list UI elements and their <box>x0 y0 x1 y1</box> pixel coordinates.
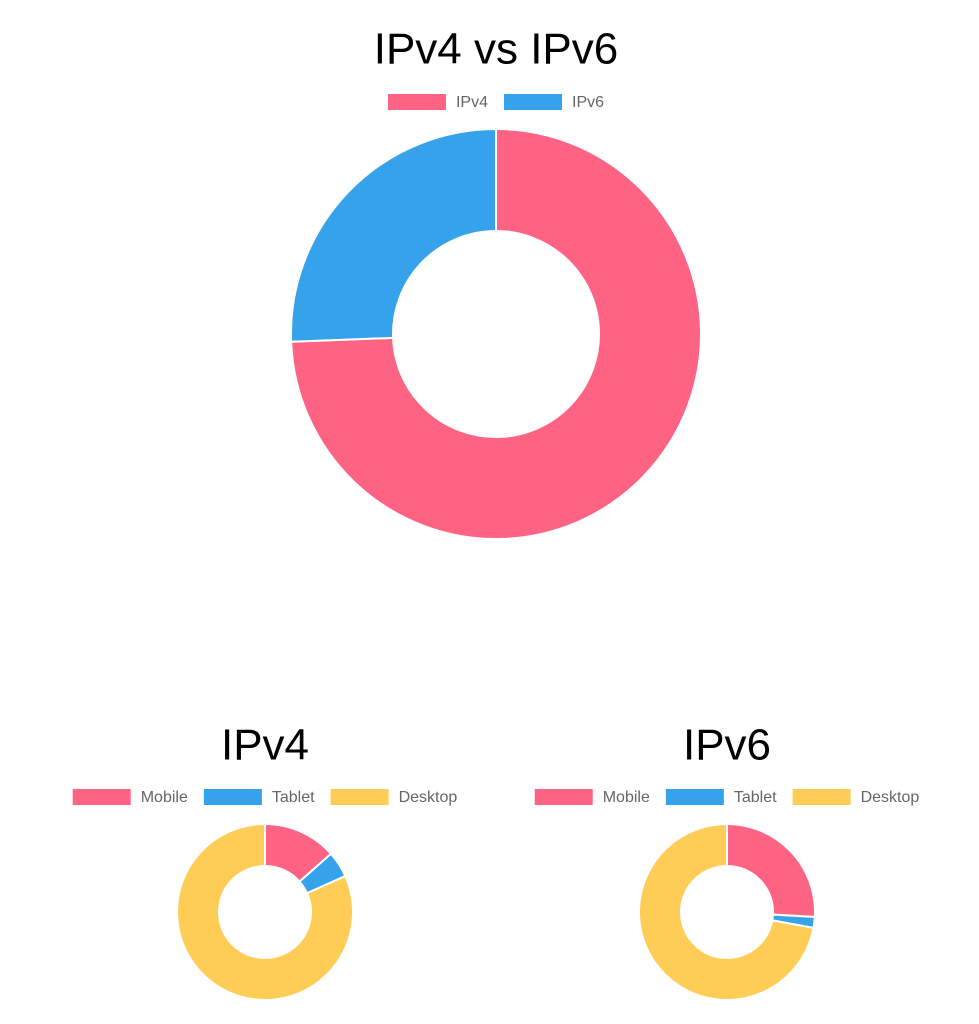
doughnut-slice <box>176 822 354 1001</box>
legend-swatch <box>792 789 851 805</box>
legend: Mobile Tablet Desktop <box>534 789 920 806</box>
doughnut-slice <box>726 822 816 919</box>
legend-swatch <box>203 789 262 805</box>
chart-title: IPv6 <box>683 721 771 770</box>
doughnut-slice <box>638 822 815 1001</box>
legend-swatch <box>504 94 562 110</box>
legend-label: Tablet <box>734 789 777 806</box>
chart-title: IPv4 vs IPv6 <box>374 25 619 74</box>
legend: IPv4 IPv6 <box>387 94 604 111</box>
legend-swatch <box>330 789 389 805</box>
legend-label: IPv4 <box>456 94 488 111</box>
legend-swatch <box>387 94 446 110</box>
legend-swatch <box>534 789 593 805</box>
legend-swatch <box>665 789 724 805</box>
legend-label: IPv6 <box>572 94 604 111</box>
doughnut-slice <box>290 127 497 343</box>
legend-label: Tablet <box>272 789 315 806</box>
legend-label: Mobile <box>141 789 188 806</box>
legend: Mobile Tablet Desktop <box>72 789 458 806</box>
chart-title: IPv4 <box>221 721 309 770</box>
legend-label: Desktop <box>861 789 920 806</box>
legend-label: Mobile <box>603 789 650 806</box>
legend-label: Desktop <box>399 789 458 806</box>
doughnut-slice <box>290 127 702 540</box>
legend-swatch <box>72 789 131 805</box>
